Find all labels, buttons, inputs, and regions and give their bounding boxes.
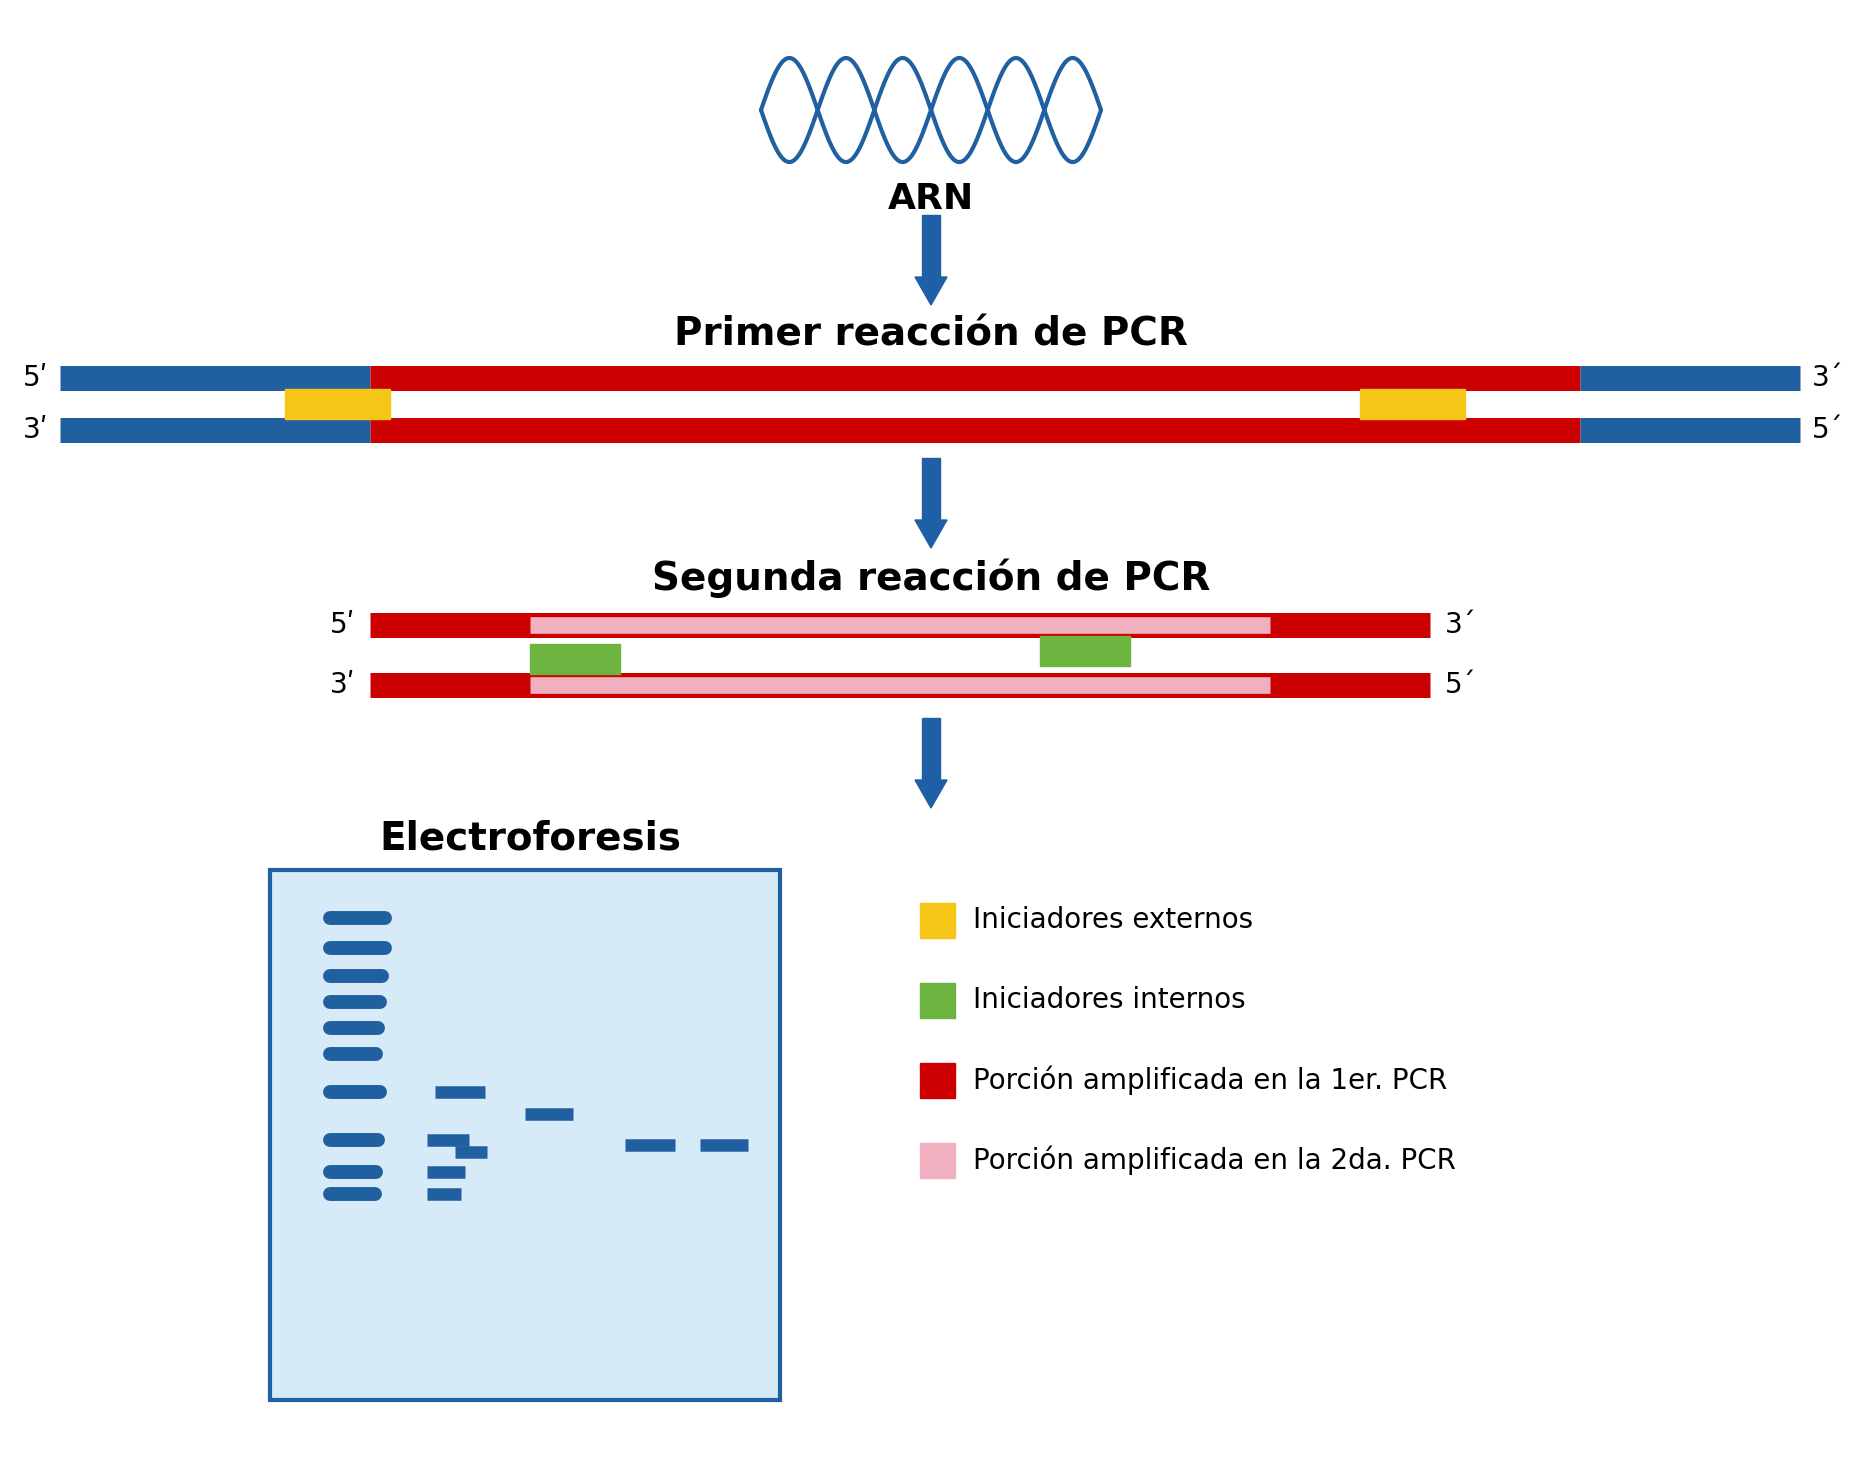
- Bar: [270, 871, 780, 1400]
- Text: Porción amplificada en la 2da. PCR: Porción amplificada en la 2da. PCR: [974, 1145, 1456, 1175]
- Bar: [1041, 636, 1130, 666]
- Bar: [922, 718, 940, 780]
- Bar: [285, 389, 389, 420]
- Bar: [920, 1062, 955, 1097]
- Bar: [922, 215, 940, 277]
- Text: Electroforesis: Electroforesis: [380, 820, 681, 859]
- Bar: [920, 903, 955, 937]
- Text: 3ʹ: 3ʹ: [330, 670, 356, 698]
- Text: Porción amplificada en la 1er. PCR: Porción amplificada en la 1er. PCR: [974, 1065, 1447, 1094]
- Polygon shape: [914, 780, 948, 808]
- Text: ARN: ARN: [888, 182, 974, 217]
- Bar: [531, 644, 620, 673]
- Text: 3´: 3´: [1445, 611, 1477, 639]
- Text: Iniciadores externos: Iniciadores externos: [974, 906, 1253, 934]
- Text: Iniciadores internos: Iniciadores internos: [974, 986, 1246, 1014]
- Text: 3ʹ: 3ʹ: [22, 417, 48, 443]
- Text: 5ʹ: 5ʹ: [22, 363, 48, 392]
- Polygon shape: [914, 277, 948, 305]
- Polygon shape: [914, 521, 948, 549]
- Bar: [920, 983, 955, 1017]
- Text: Segunda reacción de PCR: Segunda reacción de PCR: [652, 558, 1210, 598]
- Text: Primer reacción de PCR: Primer reacción de PCR: [674, 314, 1188, 353]
- Bar: [1359, 389, 1465, 420]
- Bar: [922, 458, 940, 521]
- Text: 5´: 5´: [1812, 417, 1843, 443]
- Text: 5´: 5´: [1445, 670, 1477, 698]
- Text: 3´: 3´: [1812, 363, 1843, 392]
- Bar: [920, 1142, 955, 1178]
- Text: 5ʹ: 5ʹ: [330, 611, 356, 639]
